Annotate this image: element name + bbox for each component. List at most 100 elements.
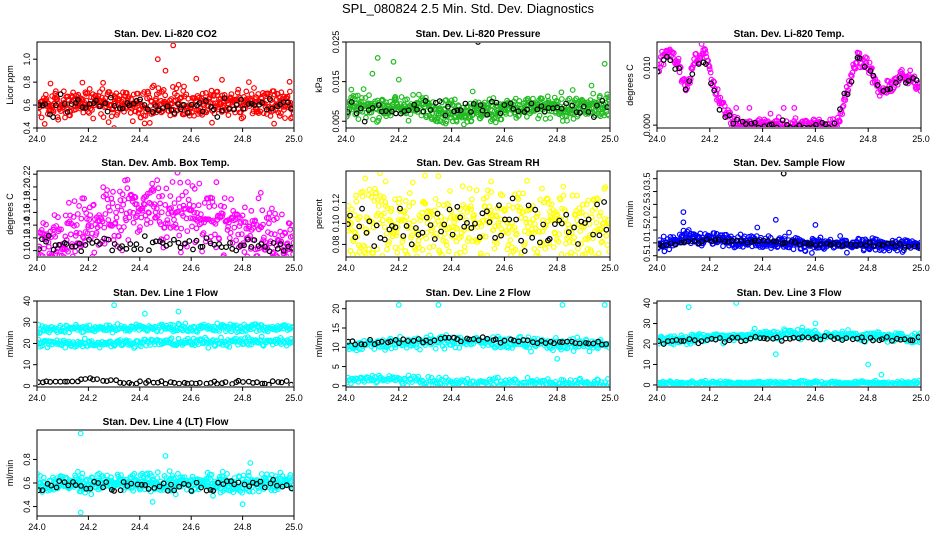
x-tick-label: 24.2	[390, 263, 408, 273]
data-point	[76, 240, 83, 247]
data-point	[126, 102, 133, 109]
data-points	[38, 302, 293, 386]
data-point	[779, 117, 786, 124]
y-axis-label: ml/min	[314, 331, 324, 358]
data-point	[171, 216, 177, 223]
data-point	[584, 246, 591, 252]
data-point	[461, 243, 468, 250]
data-point	[290, 338, 293, 344]
data-point	[587, 232, 593, 238]
data-point	[227, 239, 233, 246]
data-point	[604, 242, 609, 248]
data-point	[598, 379, 605, 386]
data-point	[406, 190, 413, 197]
data-points	[658, 302, 920, 386]
data-point	[594, 102, 600, 109]
data-point	[362, 251, 369, 256]
data-point	[214, 88, 221, 95]
x-tick-label: 24.2	[390, 134, 408, 144]
data-point	[501, 102, 508, 108]
data-point	[398, 244, 405, 251]
data-point	[71, 222, 77, 229]
data-point	[787, 124, 793, 127]
data-point	[40, 379, 46, 386]
data-point	[367, 336, 374, 343]
data-point	[151, 201, 158, 208]
data-point	[733, 124, 740, 127]
data-point	[443, 374, 449, 381]
data-point	[162, 220, 169, 227]
data-point	[585, 216, 592, 223]
data-point	[464, 219, 470, 226]
panel-title: Stan. Dev. Li-820 Pressure	[416, 29, 541, 40]
data-point	[658, 68, 661, 75]
data-point	[548, 201, 555, 208]
data-point	[734, 116, 740, 123]
data-point	[415, 373, 422, 380]
data-point	[825, 124, 832, 127]
data-point	[439, 252, 445, 256]
y-tick-label: 0.8	[22, 76, 32, 89]
outlier-point	[348, 86, 355, 93]
data-point	[468, 108, 474, 115]
data-point	[83, 97, 90, 104]
x-tick-label: 24.6	[807, 134, 825, 144]
data-point	[706, 66, 713, 73]
y-tick-label: 0.10	[331, 215, 341, 233]
data-point	[89, 106, 95, 113]
x-tick-label: 25.0	[912, 393, 930, 403]
outlier-point	[780, 172, 787, 177]
data-point	[675, 58, 681, 65]
panel-title: Stan. Dev. Sample Flow	[733, 158, 845, 169]
y-tick-label: 0.08	[331, 236, 341, 254]
data-point	[423, 112, 430, 119]
data-point	[711, 79, 717, 85]
data-point	[844, 91, 851, 98]
data-point	[400, 336, 407, 343]
data-point	[50, 114, 56, 120]
data-point	[275, 379, 282, 385]
data-point	[258, 333, 265, 340]
data-point	[534, 248, 541, 255]
data-point	[494, 240, 500, 247]
data-point	[556, 339, 563, 345]
data-point	[588, 249, 594, 256]
data-point	[415, 336, 422, 343]
x-tick-label: 24.0	[337, 393, 355, 403]
x-tick-label: 25.0	[912, 263, 930, 273]
data-point	[481, 379, 488, 385]
outlier-point	[170, 43, 177, 49]
outlier-point	[395, 76, 402, 83]
data-point	[575, 245, 581, 252]
outlier-point	[374, 55, 381, 61]
data-point	[52, 242, 59, 249]
data-point	[479, 233, 486, 239]
y-tick-label: 2.5	[642, 198, 652, 211]
data-point	[604, 111, 609, 118]
y-tick-label: 10	[22, 360, 32, 370]
data-point	[685, 238, 692, 245]
data-point	[374, 378, 381, 385]
data-point	[478, 250, 484, 256]
data-point	[119, 243, 125, 250]
x-tick-label: 24.0	[648, 134, 666, 144]
data-point	[156, 90, 163, 96]
data-point	[351, 212, 358, 218]
data-point	[54, 337, 60, 344]
data-point	[702, 61, 709, 67]
data-point	[100, 377, 106, 384]
data-point	[528, 100, 535, 107]
data-point	[353, 110, 360, 117]
data-point	[79, 104, 86, 111]
data-point	[361, 242, 368, 249]
data-point	[45, 243, 52, 250]
data-point	[41, 245, 47, 252]
data-point	[243, 88, 250, 95]
data-point	[375, 203, 382, 209]
x-tick-label: 25.0	[285, 134, 303, 144]
data-point	[360, 86, 367, 92]
data-point	[864, 55, 870, 61]
data-point	[169, 179, 176, 185]
data-point	[39, 253, 46, 256]
data-point	[449, 231, 456, 238]
